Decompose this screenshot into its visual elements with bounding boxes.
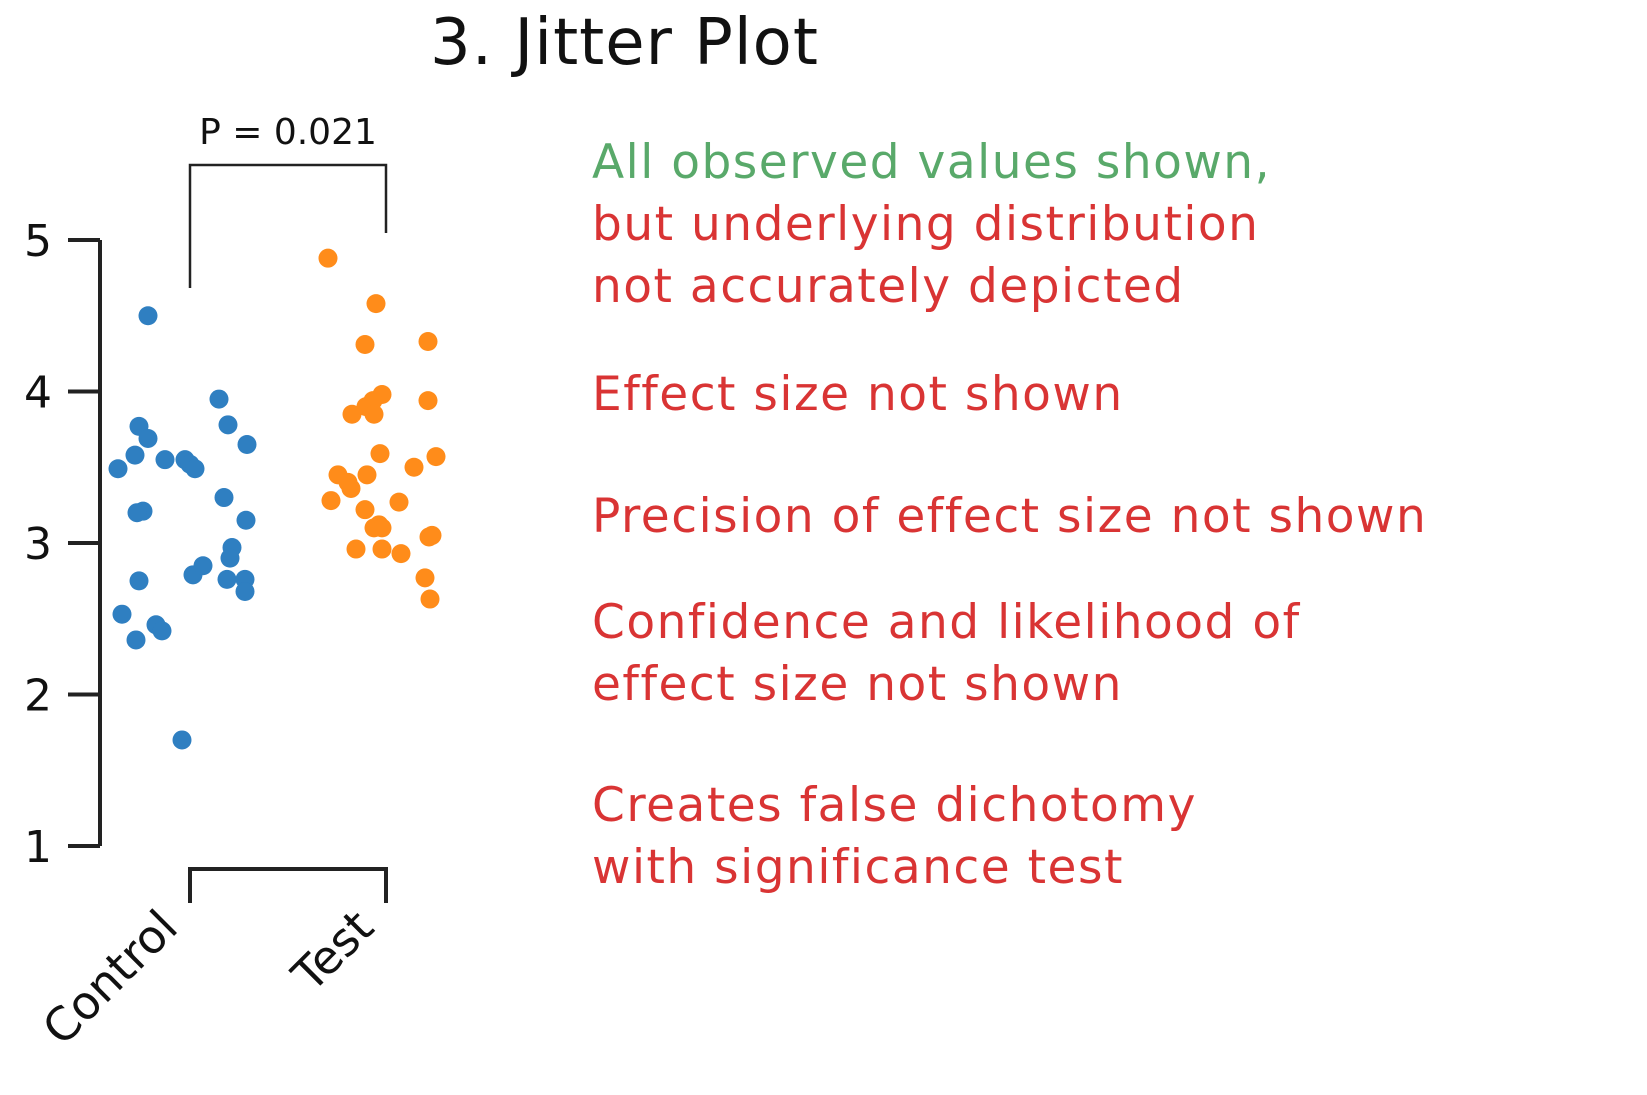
data-point [426,447,446,467]
note-line: effect size not shown [592,657,1123,712]
data-point [342,404,362,424]
data-point [389,492,409,512]
x-axis-bracket [188,867,388,903]
x-tick-label: Control [32,900,188,1056]
data-point [112,604,132,624]
note-observed-values: All observed values shown, [592,132,1271,194]
y-tick-label: 1 [24,822,52,873]
note-line: Effect size not shown [592,367,1124,422]
note-line: not accurately depicted [592,259,1185,314]
note-line: but underlying distribution [592,197,1260,252]
data-point [217,569,237,589]
data-point [129,571,149,591]
data-point [364,404,384,424]
data-point [391,544,411,564]
data-point [420,589,440,609]
data-point [172,730,192,750]
y-tick-label: 3 [24,519,52,570]
data-point [372,518,392,538]
data-point [125,445,145,465]
note-dichotomy: Creates false dichotomy with significanc… [592,775,1197,899]
p-value-label: P = 0.021 [199,112,377,153]
data-point [209,389,229,409]
data-point [355,335,375,355]
data-point [415,568,435,588]
note-distribution: but underlying distribution not accurate… [592,194,1259,318]
note-line: Creates false dichotomy [592,778,1197,833]
data-point [341,478,361,498]
data-point [126,630,146,650]
note-line: Precision of effect size not shown [592,489,1428,544]
data-point [220,548,240,568]
data-point [237,435,257,455]
data-point [418,391,438,411]
y-tick-label: 5 [24,216,52,267]
data-point [138,428,158,448]
data-point [355,500,375,520]
data-point [127,503,147,523]
data-point [193,556,213,576]
y-tick-label: 4 [24,368,52,419]
note-confidence: Confidence and likelihood of effect size… [592,592,1301,716]
data-point [418,332,438,352]
data-point [152,621,172,641]
data-point [318,248,338,268]
x-tick-label: Test [281,900,384,1003]
data-point [155,450,175,470]
data-point [419,527,439,547]
data-point [357,465,377,485]
data-point [218,415,238,435]
data-point [366,294,386,314]
data-point [214,488,234,508]
data-point [346,539,366,559]
chart-title: 3. Jitter Plot [430,6,819,80]
data-point [236,510,256,530]
data-point [321,491,341,511]
note-line: Confidence and likelihood of [592,595,1301,650]
note-precision: Precision of effect size not shown [592,486,1427,548]
note-line: All observed values shown, [592,135,1272,190]
note-line: with significance test [592,840,1124,895]
data-point [185,459,205,479]
data-point [108,459,128,479]
y-tick-label: 2 [24,671,52,722]
significance-bracket [188,163,388,288]
data-point [370,444,390,464]
data-point [138,306,158,326]
data-point [404,457,424,477]
data-point [235,581,255,601]
note-effect-size: Effect size not shown [592,364,1124,426]
data-point [372,539,392,559]
